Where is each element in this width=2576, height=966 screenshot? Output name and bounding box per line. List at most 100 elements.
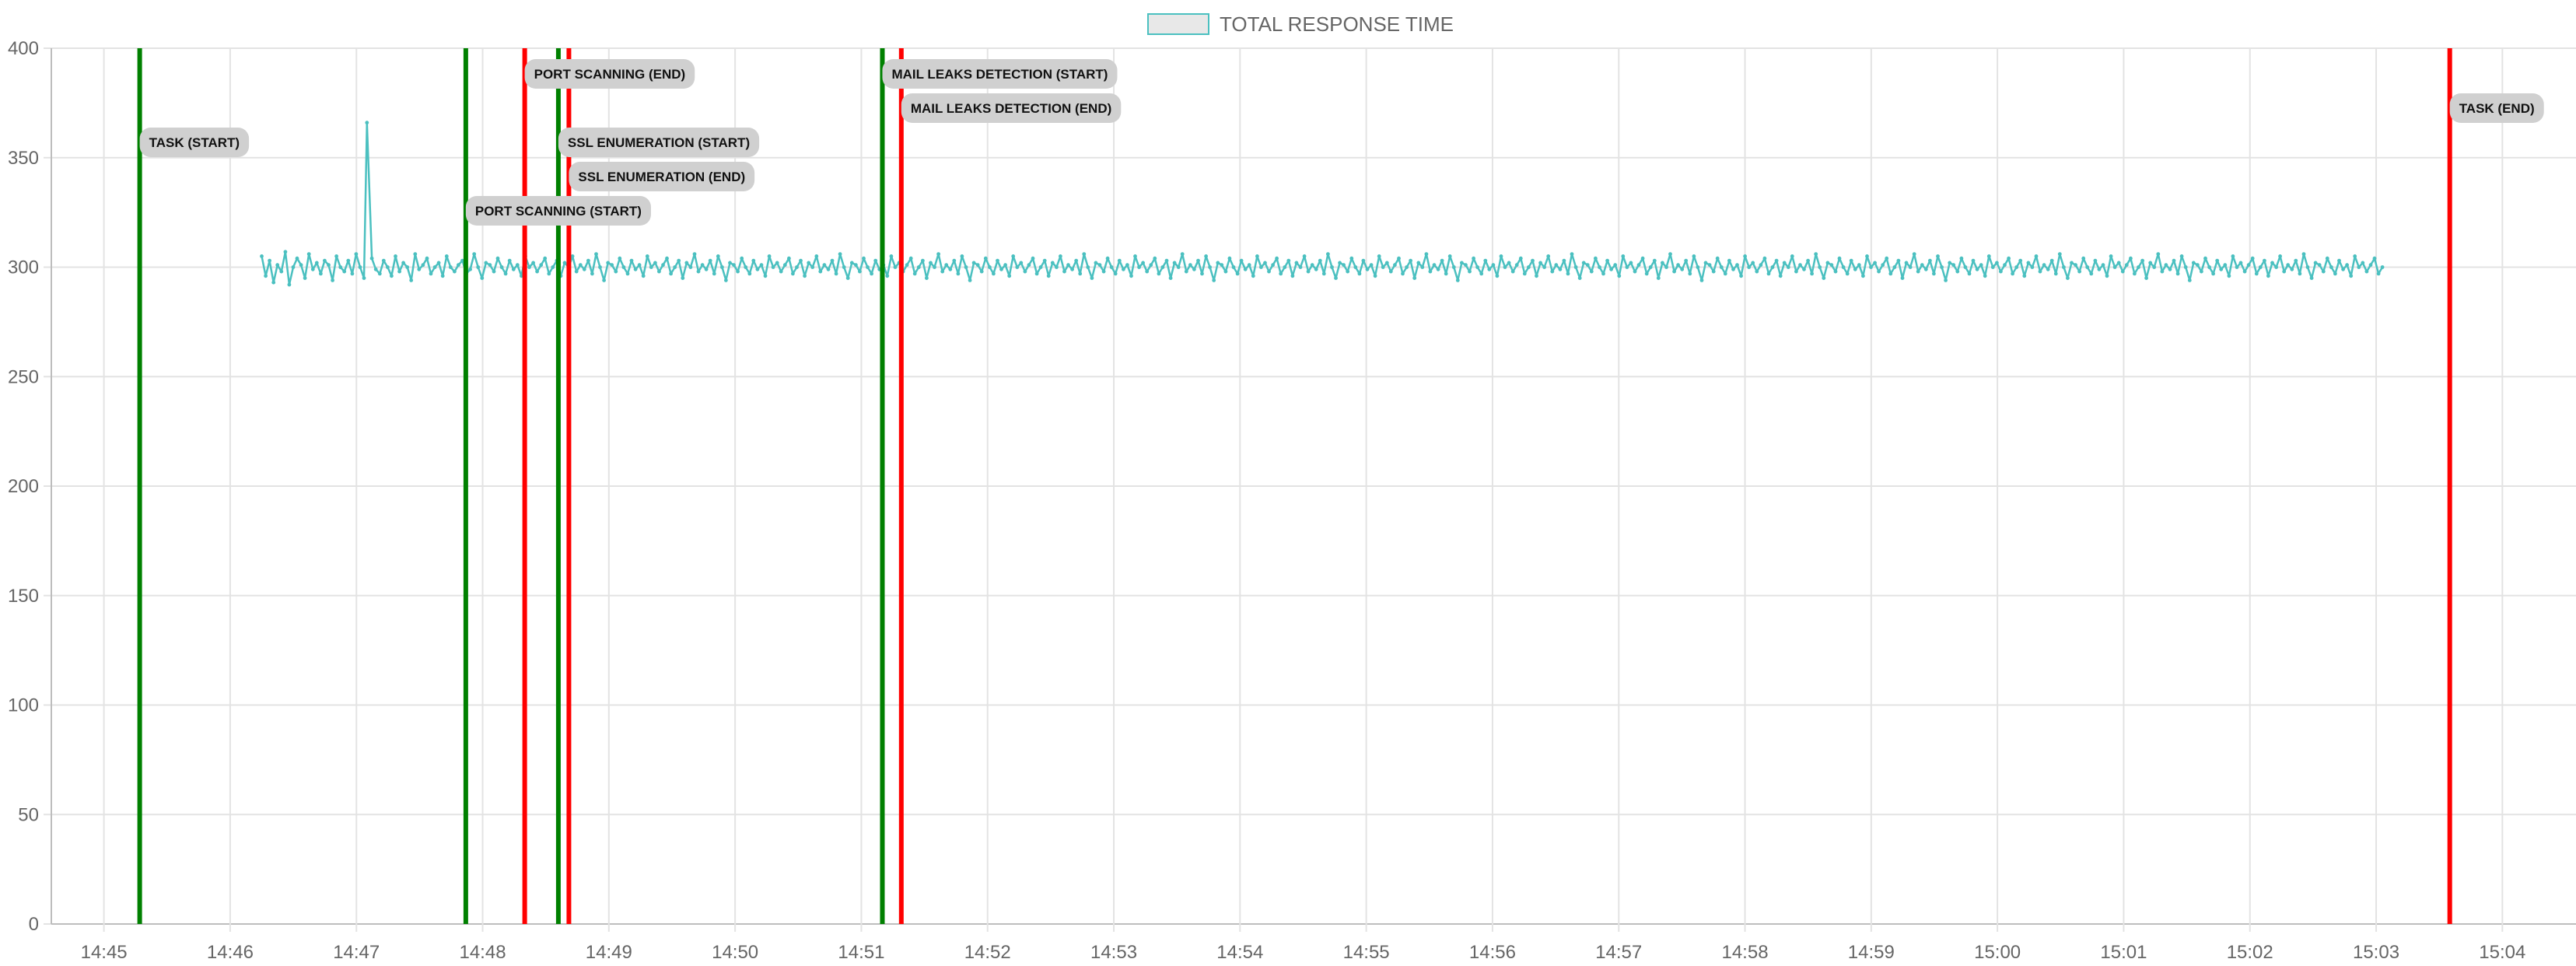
data-point[interactable] — [2238, 261, 2243, 265]
data-point[interactable] — [1491, 263, 1496, 268]
data-point[interactable] — [492, 269, 496, 274]
data-point[interactable] — [1050, 261, 1055, 265]
data-point[interactable] — [275, 263, 280, 268]
data-point[interactable] — [1932, 271, 1936, 276]
data-point[interactable] — [1188, 263, 1192, 268]
data-point[interactable] — [2231, 254, 2235, 258]
data-point[interactable] — [1684, 258, 1689, 263]
data-point[interactable] — [929, 261, 933, 265]
data-point[interactable] — [763, 274, 768, 278]
data-point[interactable] — [2070, 261, 2074, 265]
data-point[interactable] — [665, 256, 669, 261]
data-point[interactable] — [2200, 269, 2203, 274]
data-point[interactable] — [1109, 265, 1114, 269]
data-point[interactable] — [1581, 261, 1586, 265]
data-point[interactable] — [862, 256, 866, 261]
data-point[interactable] — [1790, 254, 1794, 258]
data-point[interactable] — [472, 252, 477, 256]
data-point[interactable] — [669, 271, 673, 276]
data-point[interactable] — [2278, 254, 2283, 258]
data-point[interactable] — [1082, 252, 1087, 256]
data-point[interactable] — [618, 256, 622, 261]
data-point[interactable] — [732, 263, 736, 268]
data-point[interactable] — [1231, 265, 1236, 269]
data-point[interactable] — [791, 271, 795, 276]
data-point[interactable] — [1735, 263, 1739, 268]
data-point[interactable] — [369, 256, 374, 261]
data-point[interactable] — [1636, 263, 1641, 268]
data-point[interactable] — [1200, 271, 1204, 276]
data-point[interactable] — [893, 265, 898, 269]
data-point[interactable] — [992, 271, 996, 276]
data-point[interactable] — [1762, 256, 1767, 261]
data-point[interactable] — [1601, 271, 1605, 276]
data-point[interactable] — [346, 258, 351, 263]
data-point[interactable] — [1747, 265, 1752, 269]
data-point[interactable] — [916, 265, 921, 269]
data-point[interactable] — [2242, 269, 2247, 274]
data-point[interactable] — [448, 265, 453, 269]
data-point[interactable] — [1676, 263, 1681, 268]
data-point[interactable] — [1829, 263, 1834, 268]
data-point[interactable] — [1059, 254, 1062, 258]
data-point[interactable] — [964, 265, 968, 269]
data-point[interactable] — [1833, 269, 1838, 274]
data-point[interactable] — [1983, 274, 1987, 278]
data-point[interactable] — [1510, 269, 1515, 274]
data-point[interactable] — [1715, 256, 1720, 261]
data-point[interactable] — [299, 263, 303, 268]
data-point[interactable] — [1963, 265, 1968, 269]
data-point[interactable] — [2353, 254, 2357, 258]
data-point[interactable] — [1865, 254, 1869, 258]
data-point[interactable] — [2140, 258, 2145, 263]
data-point[interactable] — [684, 261, 689, 265]
data-point[interactable] — [1566, 271, 1570, 276]
data-point[interactable] — [2203, 256, 2207, 261]
data-point[interactable] — [1129, 274, 1133, 278]
data-point[interactable] — [889, 254, 894, 258]
data-point[interactable] — [495, 256, 500, 261]
data-point[interactable] — [1263, 261, 1267, 265]
data-point[interactable] — [1487, 267, 1492, 271]
data-point[interactable] — [1531, 258, 1535, 263]
data-point[interactable] — [1617, 274, 1622, 278]
data-point[interactable] — [2046, 267, 2050, 271]
data-point[interactable] — [2372, 256, 2377, 261]
data-point[interactable] — [527, 265, 531, 269]
data-point[interactable] — [2305, 265, 2310, 269]
data-point[interactable] — [1357, 271, 1362, 276]
data-point[interactable] — [362, 276, 366, 280]
data-point[interactable] — [2101, 263, 2105, 268]
data-point[interactable] — [1475, 265, 1479, 269]
data-point[interactable] — [681, 276, 685, 280]
data-point[interactable] — [338, 265, 343, 269]
data-point[interactable] — [386, 265, 390, 269]
data-point[interactable] — [1133, 254, 1137, 258]
data-point[interactable] — [1739, 274, 1744, 278]
data-point[interactable] — [1538, 261, 1542, 265]
data-point[interactable] — [1384, 261, 1389, 265]
data-point[interactable] — [2282, 269, 2287, 274]
data-point[interactable] — [1479, 271, 1484, 276]
data-point[interactable] — [334, 254, 338, 258]
data-point[interactable] — [1027, 263, 1031, 268]
data-point[interactable] — [637, 263, 642, 268]
data-point[interactable] — [1802, 267, 1806, 271]
data-point[interactable] — [673, 265, 677, 269]
data-point[interactable] — [1428, 269, 1433, 274]
data-point[interactable] — [2129, 256, 2133, 261]
data-point[interactable] — [814, 254, 819, 258]
data-point[interactable] — [373, 267, 378, 271]
data-point[interactable] — [1113, 271, 1118, 276]
data-point[interactable] — [1334, 276, 1338, 280]
data-point[interactable] — [1298, 265, 1303, 269]
data-point[interactable] — [1904, 261, 1909, 265]
data-point[interactable] — [724, 278, 728, 282]
data-point[interactable] — [2191, 261, 2196, 265]
data-point[interactable] — [834, 271, 838, 276]
data-point[interactable] — [1247, 263, 1251, 268]
data-point[interactable] — [948, 267, 953, 271]
data-point[interactable] — [1172, 261, 1177, 265]
data-point[interactable] — [975, 263, 980, 268]
data-point[interactable] — [1349, 256, 1354, 261]
